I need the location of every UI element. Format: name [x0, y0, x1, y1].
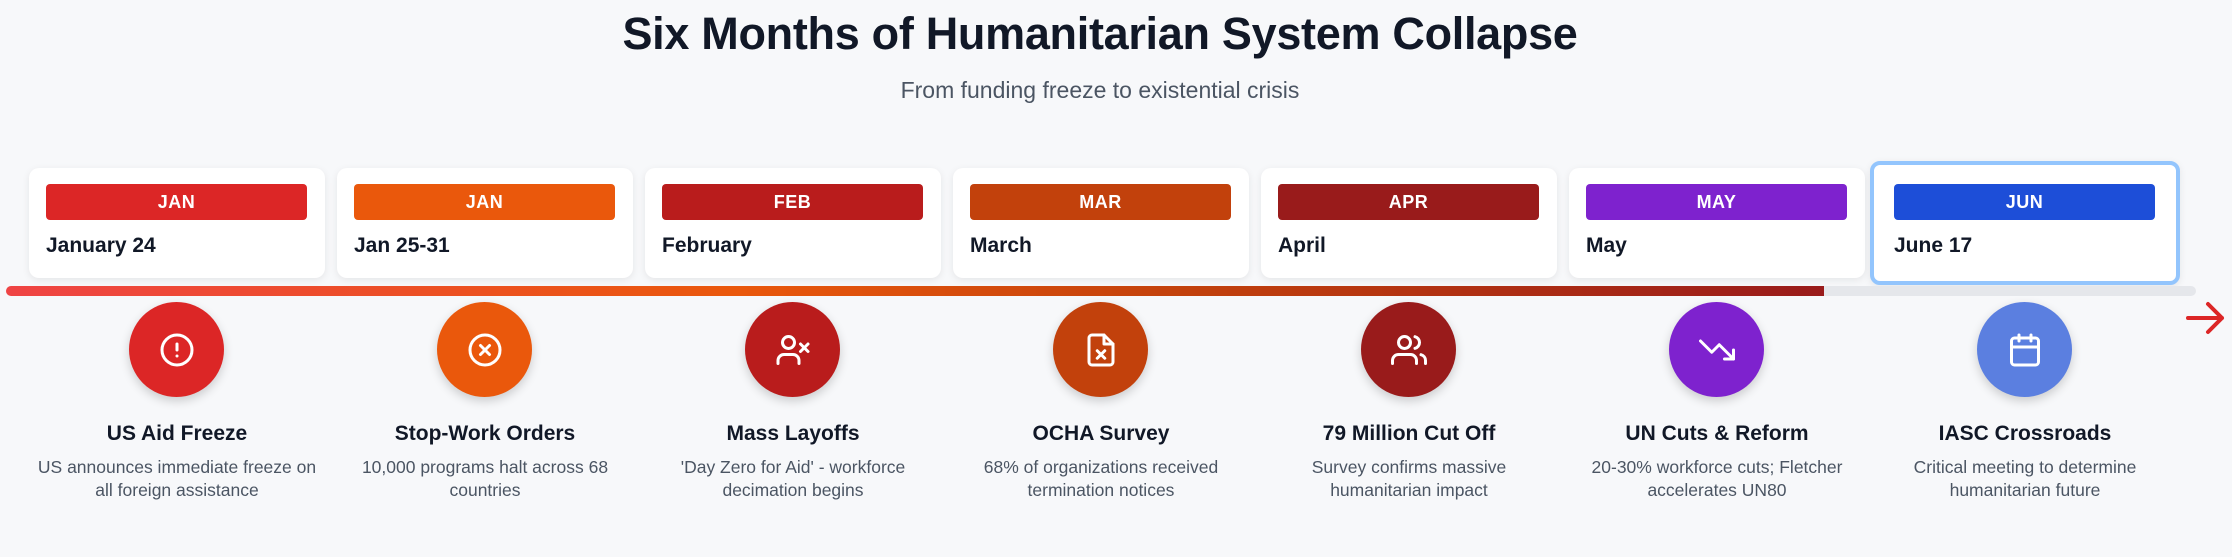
month-badge: JAN	[354, 184, 615, 220]
event-marker	[745, 302, 840, 397]
month-badge: JUN	[1894, 184, 2155, 220]
timeline-card-feb: FEB February	[645, 168, 941, 278]
event-description: 'Day Zero for Aid' - workforce decimatio…	[680, 457, 906, 500]
event-title: 79 Million Cut Off	[1322, 422, 1496, 445]
event-date: June 17	[1894, 234, 1973, 257]
month-badge: APR	[1278, 184, 1539, 220]
event-title: Mass Layoffs	[726, 422, 860, 445]
event-date: February	[662, 234, 752, 257]
event-marker	[1053, 302, 1148, 397]
event-title: UN Cuts & Reform	[1625, 422, 1809, 445]
event-title: US Aid Freeze	[106, 422, 248, 445]
timeline-card-may: MAY May	[1569, 168, 1865, 278]
month-badge: MAY	[1586, 184, 1847, 220]
calendar-icon	[2009, 333, 2040, 366]
page-subtitle: From funding freeze to existential crisi…	[900, 77, 1300, 103]
event-title: Stop-Work Orders	[394, 422, 576, 445]
event-description: Survey confirms massive humanitarian imp…	[1311, 457, 1507, 500]
arrow-right-icon	[2186, 302, 2224, 334]
event-description: 68% of organizations received terminatio…	[983, 457, 1219, 500]
timeline-card-apr: APR April	[1261, 168, 1557, 278]
timeline-card-jan-25-31: JAN Jan 25-31	[337, 168, 633, 278]
user-x-icon	[776, 334, 809, 365]
event-description: 20-30% workforce cuts; Fletcher accelera…	[1591, 457, 1843, 500]
month-badge: FEB	[662, 184, 923, 220]
file-x-icon	[1087, 333, 1114, 366]
alert-circle-icon	[160, 333, 193, 366]
users-icon	[1390, 334, 1427, 365]
event-marker	[1361, 302, 1456, 397]
timeline-card-mar: MAR March	[953, 168, 1249, 278]
event-title: OCHA Survey	[1032, 422, 1170, 445]
page-title: Six Months of Humanitarian System Collap…	[622, 8, 1578, 59]
event-date: April	[1278, 234, 1326, 257]
event-date: Jan 25-31	[354, 234, 450, 257]
x-circle-icon	[468, 333, 501, 366]
month-badge: MAR	[970, 184, 1231, 220]
event-title: IASC Crossroads	[1938, 422, 2112, 445]
event-marker	[437, 302, 532, 397]
event-date: May	[1586, 234, 1627, 257]
timeline-progress-fill	[6, 286, 1824, 296]
event-description: US announces immediate freeze on all for…	[37, 457, 317, 500]
month-badge: JAN	[46, 184, 307, 220]
event-description: Critical meeting to determine humanitari…	[1913, 457, 2137, 500]
event-marker	[1977, 302, 2072, 397]
timeline-card-jun-17: JUN June 17	[1870, 161, 2180, 285]
timeline-card-jan-24: JAN January 24	[29, 168, 325, 278]
event-date: March	[970, 234, 1032, 257]
event-date: January 24	[46, 234, 156, 257]
event-description: 10,000 programs halt across 68 countries	[361, 457, 609, 500]
event-marker	[129, 302, 224, 397]
event-marker	[1669, 302, 1764, 397]
trending-down-icon	[1698, 339, 1735, 360]
